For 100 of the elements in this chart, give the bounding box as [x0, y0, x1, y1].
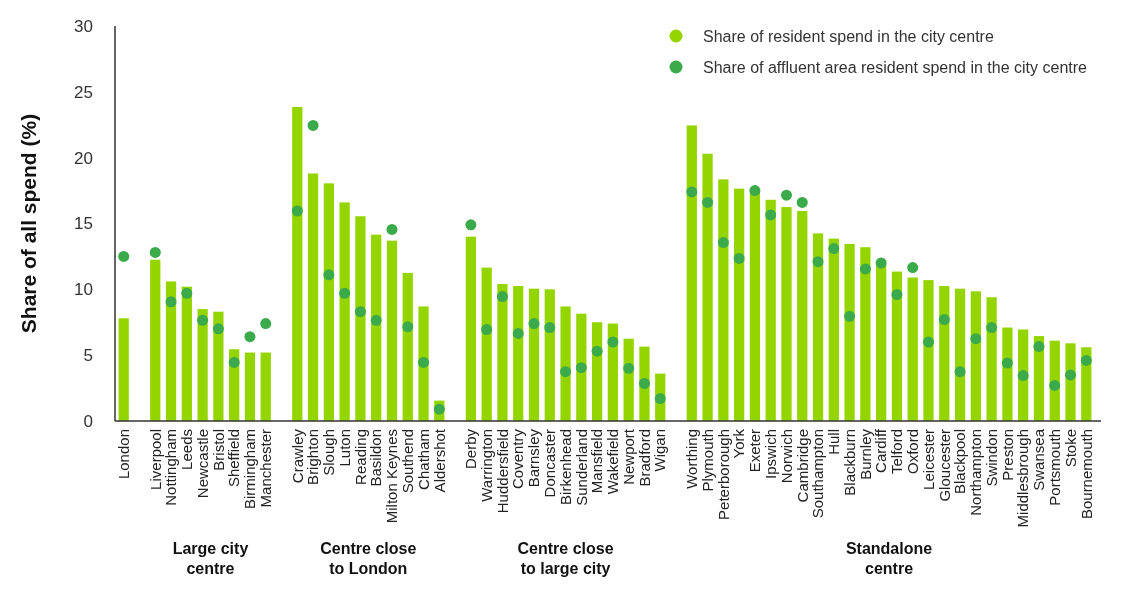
y-tick-label: 10	[74, 280, 93, 300]
text: Standalone centre	[845, 540, 933, 577]
point	[386, 223, 398, 235]
point	[1049, 379, 1061, 391]
point	[339, 287, 351, 299]
bar	[292, 106, 303, 421]
point	[686, 186, 698, 198]
x-tick-label: Reading	[351, 429, 369, 485]
bar	[686, 125, 697, 421]
point	[354, 306, 366, 318]
point	[733, 252, 745, 264]
bar	[1002, 327, 1013, 421]
point	[244, 331, 256, 343]
x-tick-label: Liverpool	[146, 429, 164, 490]
bar	[907, 277, 918, 421]
bar	[781, 207, 792, 421]
bar	[954, 288, 966, 421]
point	[291, 205, 303, 217]
bar	[560, 306, 571, 421]
point	[875, 257, 887, 269]
x-tick-label: Sunderland	[572, 429, 590, 506]
x-tick-label: Swansea	[1030, 428, 1048, 491]
x-tick-label: Wakefield	[604, 429, 622, 495]
point	[638, 377, 650, 389]
legend-label: Share of affluent area resident spend in the city centre	[703, 58, 1088, 76]
bar	[891, 271, 903, 421]
point	[560, 366, 572, 378]
point	[528, 318, 540, 330]
point	[607, 336, 619, 348]
bar	[718, 179, 729, 421]
x-tick-label: Stoke	[1061, 429, 1079, 468]
bar	[828, 238, 839, 421]
x-tick-label: Slough	[320, 429, 338, 476]
bar	[371, 234, 382, 421]
point	[780, 189, 792, 201]
x-tick-label: Blackpool	[951, 429, 969, 495]
x-tick-label: Cambridge	[793, 429, 811, 503]
bar	[402, 272, 413, 421]
point	[954, 366, 966, 378]
x-tick-label: Oxford	[903, 429, 921, 475]
bar	[986, 297, 997, 421]
bar	[481, 267, 492, 421]
bar	[339, 202, 350, 421]
point	[702, 196, 714, 208]
point	[465, 219, 477, 231]
bar	[355, 216, 366, 421]
x-tick-label: Preston	[998, 429, 1016, 481]
bar	[939, 286, 950, 421]
bar	[844, 243, 855, 421]
x-tick-label: Telford	[888, 429, 906, 475]
text: Large city centre	[172, 540, 249, 577]
x-tick-label: Hull	[825, 429, 843, 455]
point	[891, 289, 903, 301]
bar	[812, 233, 824, 421]
point	[654, 393, 666, 405]
x-tick-label: Burnley	[856, 428, 874, 480]
x-tick-label: Sheffield	[225, 429, 243, 488]
x-tick-label: Mansfield	[588, 429, 606, 494]
x-tick-label: Newport	[619, 428, 637, 485]
point	[544, 322, 556, 334]
x-tick-label: Worthing	[683, 429, 701, 489]
x-tick-label: Barnsley	[525, 428, 543, 488]
point	[922, 336, 934, 348]
x-tick-label: Bristol	[209, 429, 227, 471]
x-tick-label: Birkenhead	[556, 429, 574, 505]
point	[149, 246, 161, 258]
point	[765, 209, 777, 221]
bar	[323, 183, 334, 421]
point	[1017, 370, 1029, 382]
point	[1080, 354, 1092, 366]
point	[260, 318, 272, 330]
point	[228, 356, 240, 368]
point	[181, 287, 193, 299]
point	[433, 403, 445, 415]
bar	[165, 281, 177, 421]
bar	[386, 240, 398, 421]
point	[402, 321, 414, 333]
point	[970, 333, 982, 345]
point	[575, 362, 587, 374]
point	[591, 345, 603, 357]
point	[859, 263, 871, 275]
point	[496, 291, 508, 303]
point	[512, 327, 524, 339]
point	[165, 296, 177, 308]
point	[844, 310, 856, 322]
y-tick-label: 25	[74, 82, 93, 102]
bar	[923, 280, 934, 421]
x-tick-label: Exeter	[746, 429, 764, 473]
x-tick-label: Derby	[462, 428, 480, 470]
x-tick-label: Blackburn	[840, 429, 858, 496]
point	[1033, 341, 1045, 353]
x-tick-label: Bournemouth	[1077, 429, 1095, 520]
y-tick-label: 0	[83, 411, 93, 431]
bar	[765, 199, 776, 421]
x-tick-label: Aldershot	[430, 428, 448, 493]
x-tick-label: Leeds	[178, 429, 196, 470]
y-tick-label: 30	[74, 16, 93, 36]
x-tick-label: Newcastle	[193, 429, 211, 499]
point	[1001, 357, 1013, 369]
x-tick-label: Doncaster	[541, 429, 559, 498]
